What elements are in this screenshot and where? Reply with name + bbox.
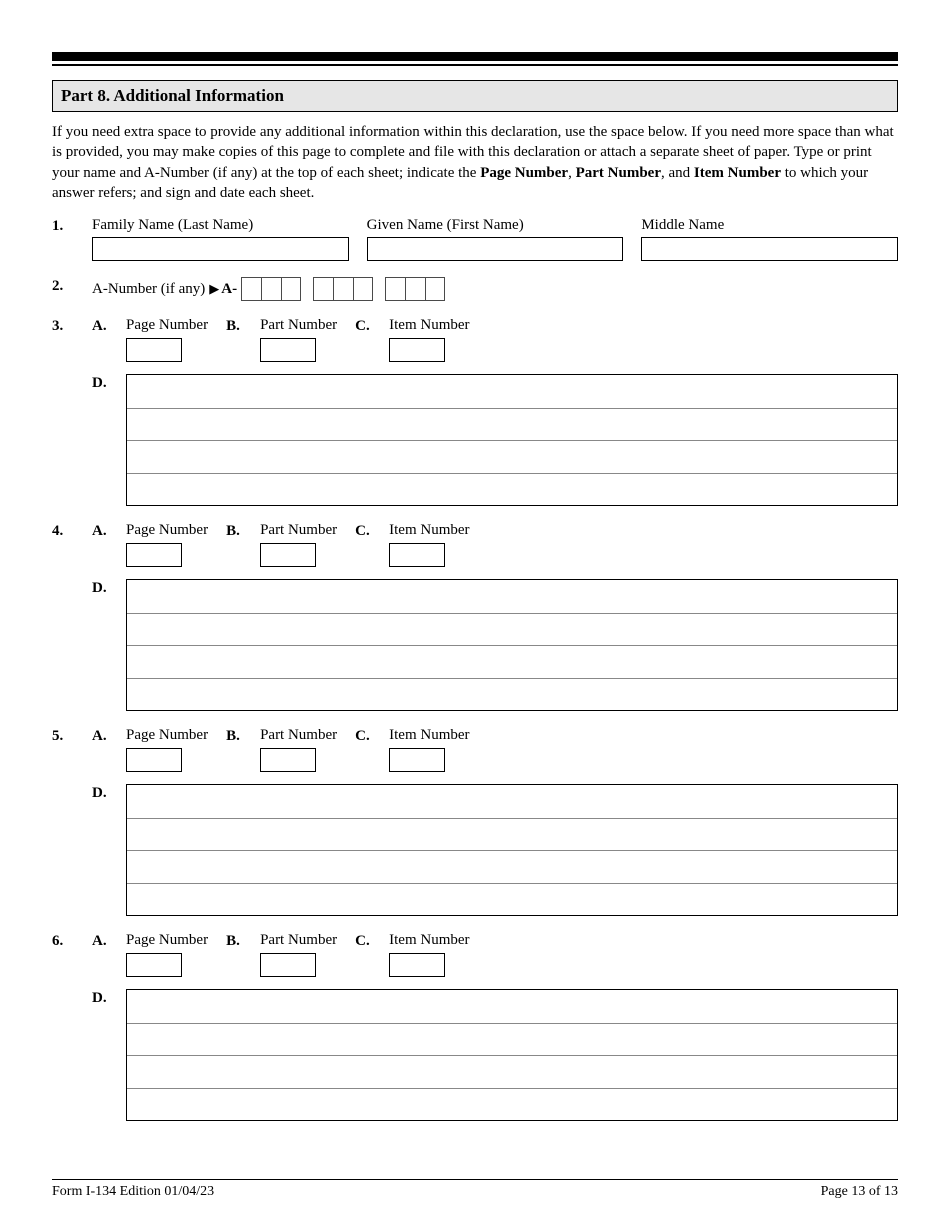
section-header: Part 8. Additional Information (52, 80, 898, 112)
letter-a: A. (92, 932, 126, 950)
a-number-digit[interactable] (425, 277, 445, 301)
part-number-label: Part Number (260, 727, 337, 744)
a-number-group-3 (385, 277, 445, 301)
item-number-3: 3. (52, 317, 92, 335)
page-number-label: Page Number (126, 522, 208, 539)
part-number-input[interactable] (260, 748, 316, 772)
instructions: If you need extra space to provide any a… (52, 122, 898, 203)
a-number-digit[interactable] (405, 277, 425, 301)
item-number-input[interactable] (389, 338, 445, 362)
a-number-group-1 (241, 277, 301, 301)
instr-bold-page: Page Number (480, 165, 568, 181)
item-number-label: Item Number (389, 932, 469, 949)
additional-text-box[interactable] (126, 784, 898, 916)
page-number-label: Page Number (126, 932, 208, 949)
a-number-digit[interactable] (261, 277, 281, 301)
a-number-digit[interactable] (281, 277, 301, 301)
part-number-input[interactable] (260, 338, 316, 362)
top-rule-thin (52, 64, 898, 66)
part-number-input[interactable] (260, 543, 316, 567)
middle-name-input[interactable] (641, 237, 898, 261)
given-name-label: Given Name (First Name) (367, 217, 624, 234)
part-number-label: Part Number (260, 932, 337, 949)
letter-b: B. (226, 932, 260, 950)
part-number-label: Part Number (260, 522, 337, 539)
letter-b: B. (226, 727, 260, 745)
part-number-input[interactable] (260, 953, 316, 977)
item-number-5: 5. (52, 727, 92, 745)
letter-b: B. (226, 317, 260, 335)
item-number-label: Item Number (389, 522, 469, 539)
row-1: 1. Family Name (Last Name) Given Name (F… (52, 217, 898, 261)
item-number-1: 1. (52, 217, 92, 235)
item-number-input[interactable] (389, 953, 445, 977)
item-number-input[interactable] (389, 543, 445, 567)
given-name-input[interactable] (367, 237, 624, 261)
letter-b: B. (226, 522, 260, 540)
page-number-label: Page Number (126, 317, 208, 334)
middle-name-label: Middle Name (641, 217, 898, 234)
letter-c: C. (355, 932, 389, 950)
family-name-input[interactable] (92, 237, 349, 261)
instr-bold-part: Part Number (576, 165, 661, 181)
letter-c: C. (355, 522, 389, 540)
family-name-label: Family Name (Last Name) (92, 217, 349, 234)
page-number-input[interactable] (126, 748, 182, 772)
a-number-digit[interactable] (353, 277, 373, 301)
row-2: 2. A-Number (if any) ▶ A- (52, 277, 898, 301)
footer-left: Form I-134 Edition 01/04/23 (52, 1184, 214, 1200)
page-number-input[interactable] (126, 953, 182, 977)
letter-d: D. (92, 374, 126, 392)
item-number-label: Item Number (389, 317, 469, 334)
footer-right: Page 13 of 13 (821, 1184, 898, 1200)
page-number-input[interactable] (126, 338, 182, 362)
instr-bold-item: Item Number (694, 165, 781, 181)
part-number-label: Part Number (260, 317, 337, 334)
item-number-2: 2. (52, 277, 92, 295)
a-number-digit[interactable] (333, 277, 353, 301)
item-number-6: 6. (52, 932, 92, 950)
letter-a: A. (92, 317, 126, 335)
item-number-input[interactable] (389, 748, 445, 772)
a-number-group-2 (313, 277, 373, 301)
letter-a: A. (92, 727, 126, 745)
a-prefix: A- (221, 281, 237, 298)
row-4: 4. A. Page Number B. Part Number C. Item… (52, 522, 898, 711)
letter-d: D. (92, 989, 126, 1007)
arrow-icon: ▶ (209, 281, 219, 297)
additional-text-box[interactable] (126, 989, 898, 1121)
letter-c: C. (355, 727, 389, 745)
additional-text-box[interactable] (126, 374, 898, 506)
top-rule-thick (52, 52, 898, 61)
row-5: 5. A. Page Number B. Part Number C. Item… (52, 727, 898, 916)
page-footer: Form I-134 Edition 01/04/23 Page 13 of 1… (52, 1179, 898, 1200)
page-number-input[interactable] (126, 543, 182, 567)
letter-a: A. (92, 522, 126, 540)
page-number-label: Page Number (126, 727, 208, 744)
instr-sep-2: , and (661, 165, 694, 181)
item-number-label: Item Number (389, 727, 469, 744)
letter-d: D. (92, 784, 126, 802)
row-3: 3. A. Page Number B. Part Number C. Item… (52, 317, 898, 506)
instr-sep-1: , (568, 165, 576, 181)
form-page: Part 8. Additional Information If you ne… (0, 0, 950, 1230)
a-number-digit[interactable] (241, 277, 261, 301)
a-number-digit[interactable] (313, 277, 333, 301)
additional-text-box[interactable] (126, 579, 898, 711)
letter-c: C. (355, 317, 389, 335)
a-number-label: A-Number (if any) (92, 281, 205, 298)
a-number-digit[interactable] (385, 277, 405, 301)
row-6: 6. A. Page Number B. Part Number C. Item… (52, 932, 898, 1121)
letter-d: D. (92, 579, 126, 597)
item-number-4: 4. (52, 522, 92, 540)
